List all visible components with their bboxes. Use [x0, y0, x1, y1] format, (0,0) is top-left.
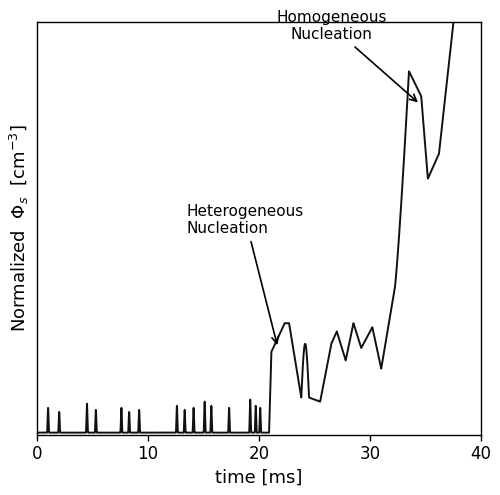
Text: Homogeneous
Nucleation: Homogeneous Nucleation	[276, 10, 416, 101]
Y-axis label: Normalized  $\Phi_s$  [cm$^{-3}$]: Normalized $\Phi_s$ [cm$^{-3}$]	[8, 124, 32, 332]
Text: Heterogeneous
Nucleation: Heterogeneous Nucleation	[187, 204, 304, 344]
X-axis label: time [ms]: time [ms]	[216, 469, 303, 487]
